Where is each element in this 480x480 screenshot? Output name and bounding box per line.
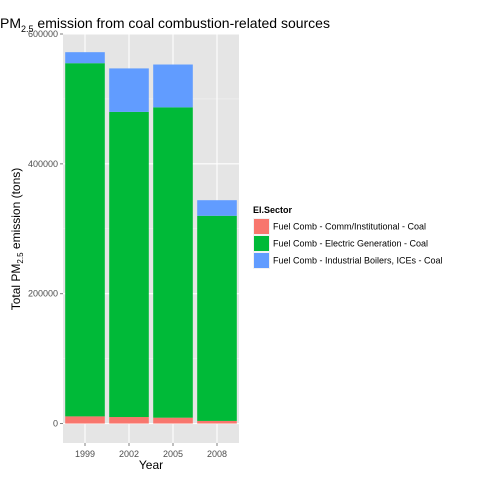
chart-title-subscript: 2.5 <box>21 24 34 34</box>
x-axis: 1999 2002 2005 2008 <box>75 443 227 459</box>
x-tick-label: 2002 <box>119 449 139 459</box>
bars <box>65 52 237 424</box>
y-axis-title-suffix: emission (tons) <box>9 168 23 253</box>
y-tick-label: 600000 <box>28 29 58 39</box>
legend-key-swatch <box>254 219 269 234</box>
x-axis-title: Year <box>139 458 163 472</box>
legend-key-swatch <box>254 236 269 251</box>
y-tick-label: 200000 <box>28 289 58 299</box>
bar-2005-series-3 <box>153 64 193 108</box>
legend-label: Fuel Comb - Electric Generation - Coal <box>273 239 428 249</box>
y-axis-title-subscript: 2.5 <box>16 252 25 264</box>
bar-2008-series-3 <box>197 200 237 216</box>
bar-1999-series-2 <box>65 63 105 417</box>
chart-title-prefix: PM <box>0 15 21 31</box>
bar-2005-series-2 <box>153 107 193 418</box>
chart-title: PM2.5 emission from coal combustion-rela… <box>0 15 330 34</box>
legend-key-swatch <box>254 253 269 268</box>
bar-2002-series-2 <box>109 111 149 418</box>
bar-2002-series-1 <box>109 417 149 424</box>
y-axis-title: Total PM2.5 emission (tons) <box>9 168 25 311</box>
bar-2002-series-3 <box>109 68 149 112</box>
plot-area <box>63 33 239 443</box>
bar-1999-series-1 <box>65 416 105 424</box>
bar-1999-series-3 <box>65 52 105 64</box>
y-tick-label: 400000 <box>28 159 58 169</box>
bar-2008-series-2 <box>197 215 237 421</box>
x-tick-label: 2008 <box>207 449 227 459</box>
legend-items: Fuel Comb - Comm/Institutional - Coal Fue… <box>253 218 443 269</box>
y-tick-label: 0 <box>53 419 58 429</box>
x-tick-label: 1999 <box>75 449 95 459</box>
bar-2008-series-1 <box>197 420 237 424</box>
x-tick-label: 2005 <box>163 449 183 459</box>
y-axis: 0 200000 400000 600000 <box>28 29 63 429</box>
legend-title: EI.Sector <box>253 205 293 215</box>
y-axis-title-prefix: Total PM <box>9 264 23 311</box>
legend: EI.Sector Fuel Comb - Comm/Institutional… <box>253 205 443 269</box>
chart-title-suffix: emission from coal combustion-related so… <box>34 15 330 31</box>
bar-2005-series-1 <box>153 417 193 424</box>
legend-label: Fuel Comb - Comm/Institutional - Coal <box>273 222 426 232</box>
legend-label: Fuel Comb - Industrial Boilers, ICEs - C… <box>273 256 443 266</box>
